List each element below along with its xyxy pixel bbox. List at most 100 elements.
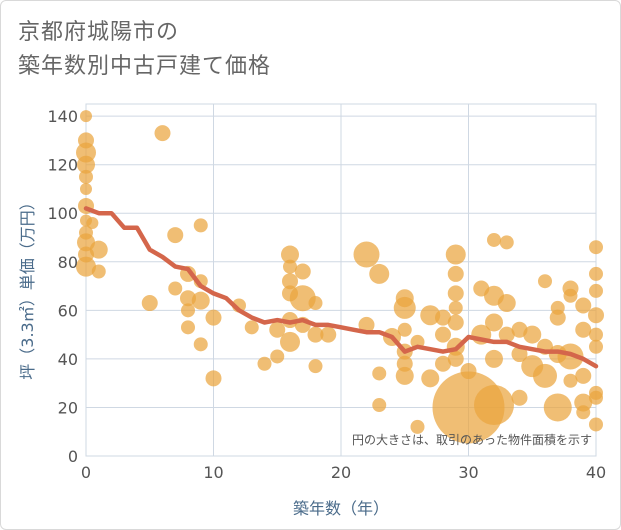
x-tick-label: 10: [203, 463, 223, 482]
x-tick-label: 30: [458, 463, 478, 482]
data-point: [193, 218, 208, 233]
data-point: [543, 393, 572, 422]
data-point: [89, 240, 108, 259]
data-point: [191, 291, 210, 310]
data-point: [447, 350, 464, 367]
data-point: [575, 321, 592, 338]
x-tick-label: 40: [586, 463, 606, 482]
data-point: [474, 385, 514, 426]
data-point: [588, 307, 604, 324]
data-point: [91, 264, 106, 279]
y-tick-label: 80: [58, 253, 78, 272]
data-point: [460, 363, 477, 380]
data-point: [549, 309, 566, 326]
data-point: [421, 369, 440, 388]
data-point: [435, 309, 451, 326]
data-point: [435, 355, 451, 372]
data-point: [181, 303, 195, 318]
y-tick-label: 120: [47, 156, 78, 175]
bubbles: [76, 110, 604, 444]
data-point: [154, 125, 171, 142]
data-point: [448, 300, 463, 315]
tick-labels: 0 20 40 60 80 100 120 140 0 10 20 30 40: [47, 107, 606, 482]
data-point: [307, 326, 324, 343]
data-point: [538, 274, 552, 289]
data-point: [257, 356, 272, 371]
data-point: [575, 297, 592, 314]
data-point: [447, 265, 464, 282]
data-point: [447, 314, 464, 331]
data-point: [523, 325, 542, 344]
data-point: [395, 366, 414, 385]
data-point: [283, 259, 297, 274]
data-point: [396, 355, 413, 372]
data-point: [589, 339, 603, 354]
data-point: [445, 244, 466, 265]
data-point: [372, 366, 387, 381]
data-point: [557, 343, 584, 370]
data-point: [589, 417, 603, 432]
data-point: [576, 405, 591, 420]
data-point: [308, 296, 323, 311]
data-point: [485, 313, 503, 332]
y-tick-label: 140: [47, 107, 78, 126]
data-point: [79, 169, 93, 184]
data-point: [193, 337, 208, 352]
data-point: [589, 327, 603, 342]
data-point: [372, 398, 387, 413]
data-point: [181, 320, 195, 335]
chart-title: 京都府城陽市の 築年数別中古戸建て価格: [18, 16, 271, 84]
data-point: [575, 367, 592, 384]
data-point: [533, 363, 557, 388]
y-tick-label: 100: [47, 204, 78, 223]
data-point: [499, 235, 514, 250]
trend-line-group: [83, 206, 599, 369]
data-point: [397, 322, 412, 337]
data-point: [497, 294, 516, 313]
chart-title-line1: 京都府城陽市の: [18, 20, 180, 45]
y-axis-title: 坪（3.3㎡）単価（万円）: [18, 194, 37, 379]
trend-line: [83, 206, 599, 369]
data-point: [358, 316, 375, 333]
data-point: [420, 305, 441, 326]
data-point: [141, 295, 158, 312]
y-tick-label: 20: [58, 398, 78, 417]
data-point: [282, 312, 298, 329]
data-point: [563, 288, 578, 303]
data-point: [167, 227, 184, 244]
data-point: [498, 326, 515, 343]
y-tick-label: 60: [58, 301, 78, 320]
size-annotation: 円の大きさは、取引のあった物件面積を示す: [352, 432, 592, 447]
data-point: [168, 281, 183, 296]
data-point: [320, 326, 337, 343]
data-point: [589, 240, 603, 255]
x-axis-title: 築年数（年）: [293, 499, 389, 518]
data-point: [447, 285, 464, 302]
data-point: [270, 349, 285, 364]
x-tick-label: 20: [331, 463, 351, 482]
data-point: [294, 263, 311, 280]
data-point: [511, 389, 528, 406]
data-point: [487, 232, 501, 247]
data-point: [410, 419, 425, 434]
data-point: [563, 373, 578, 388]
data-point: [369, 263, 390, 284]
data-point: [589, 266, 603, 281]
data-point: [86, 216, 99, 229]
data-point: [353, 241, 380, 268]
data-point: [485, 349, 503, 368]
data-point: [269, 321, 286, 338]
data-point: [393, 296, 416, 319]
data-point: [511, 346, 528, 363]
data-point: [76, 256, 96, 277]
y-tick-label: 40: [58, 350, 78, 369]
data-point: [282, 273, 298, 290]
data-point: [280, 331, 300, 352]
chart-title-line2: 築年数別中古戸建て価格: [18, 54, 272, 79]
data-point: [77, 155, 95, 174]
data-point: [589, 283, 603, 298]
data-point: [80, 182, 92, 195]
x-tick-label: 0: [81, 463, 91, 482]
data-point: [281, 245, 299, 264]
